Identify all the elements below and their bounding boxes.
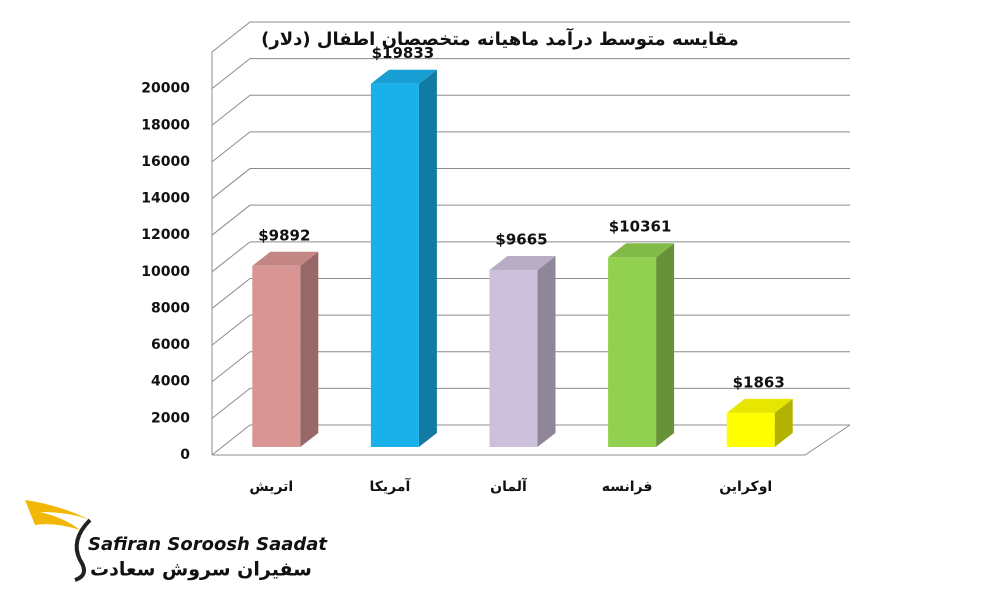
y-tick-label: 16000 [141,154,190,170]
y-tick-label: 18000 [141,117,190,133]
logo-latin: Safiran Soroosh Saadat [88,534,328,555]
chart-title: مقایسه متوسط درآمد ماهیانه متخصصان اطفال… [261,27,739,50]
y-tick-label: 4000 [151,374,190,390]
grid-line [211,94,850,126]
y-tick-label: 12000 [141,227,190,243]
value-label: $9892 [258,226,310,244]
x-tick-label: آلمان [490,477,528,495]
y-tick-label: 20000 [141,81,190,97]
y-tick-label: 10000 [141,264,190,280]
bar-side [656,243,675,447]
value-label: $1863 [733,373,785,391]
logo-neck [74,518,92,582]
grid-line [211,241,850,273]
grid-line [211,58,850,90]
bar [608,257,657,447]
bar-side [418,69,437,448]
value-label: $10361 [609,218,672,236]
bar [252,265,301,447]
bar [726,412,775,447]
logo: Safiran Soroosh Saadat سفیران سروش سعادت [25,500,328,582]
y-tick-label: 6000 [151,337,190,353]
value-label: $19833 [372,44,435,62]
logo-wing [25,500,90,530]
value-label: $9665 [495,230,547,248]
bar-top [608,243,675,258]
bar-top [370,69,437,84]
bar-top [252,251,319,266]
bar-top [726,398,793,413]
x-tick-label: آمریکا [369,477,411,495]
grid-line [211,131,850,163]
bar [489,269,538,447]
x-tick-label: اوکراین [719,479,772,495]
bar-side [774,398,793,447]
y-tick-label: 8000 [151,300,190,316]
wall-frame [211,21,850,455]
y-tick-label: 0 [180,447,190,463]
y-tick-label: 14000 [141,191,190,207]
floor [212,424,851,456]
logo-persian: سفیران سروش سعادت [90,559,312,581]
bar-side [537,255,556,447]
bar-side [300,251,319,447]
x-tick-label: اتریش [249,479,293,495]
x-tick-label: فرانسه [602,479,653,495]
grid-line [211,168,850,199]
grid-line [211,204,850,236]
y-tick-label: 2000 [151,410,190,426]
bar [370,83,419,448]
bar-top [489,255,556,270]
